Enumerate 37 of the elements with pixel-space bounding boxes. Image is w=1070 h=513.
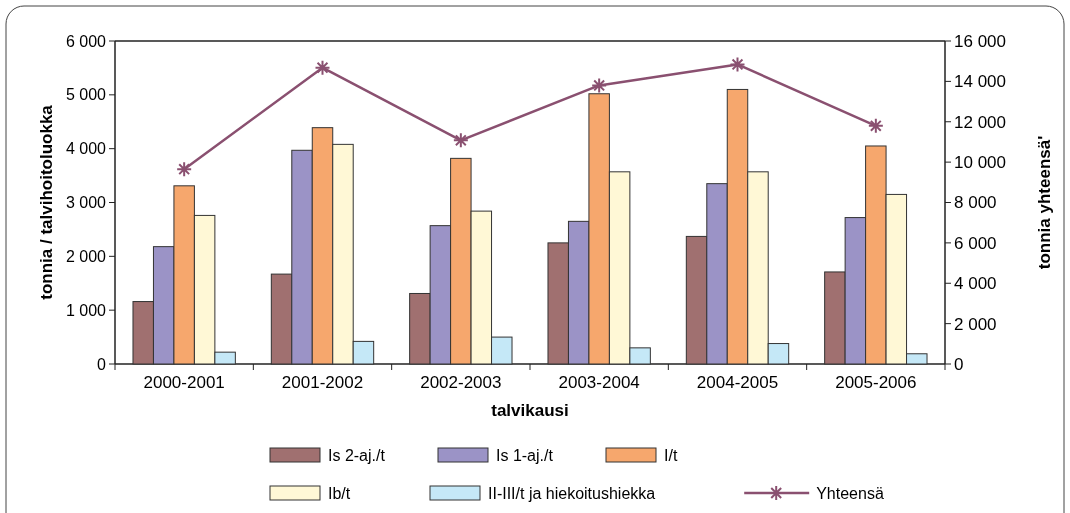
y-tick-label: 0 bbox=[97, 355, 107, 373]
x-tick-label: 2005-2006 bbox=[835, 373, 917, 392]
y2-tick-label: 8 000 bbox=[954, 193, 997, 213]
y2-tick-label: 2 000 bbox=[954, 314, 997, 334]
y2-tick-label: 4 000 bbox=[954, 274, 997, 294]
legend-label: I/t bbox=[664, 447, 678, 464]
point bbox=[176, 161, 193, 178]
y-tick-label: 5 000 bbox=[65, 86, 107, 104]
y-axis-title: tonnia / talvihoitoluokka bbox=[37, 104, 56, 300]
y2-tick-label: 0 bbox=[954, 354, 964, 374]
point bbox=[867, 117, 884, 134]
y-tick-label: 2 000 bbox=[65, 247, 107, 265]
y-tick-label: 4 000 bbox=[65, 140, 107, 158]
point bbox=[591, 77, 608, 94]
y2-axis-title: tonnia yhteensä' bbox=[1035, 135, 1054, 270]
y2-tick-label: 12 000 bbox=[954, 112, 1006, 132]
legend-label: II-III/t ja hiekoitushiekka bbox=[488, 485, 656, 502]
x-tick-label: 2002-2003 bbox=[420, 373, 502, 392]
legend-label: Ib/t bbox=[328, 485, 351, 502]
x-tick-label: 2000-2001 bbox=[143, 373, 225, 392]
y2-tick-label: 6 000 bbox=[954, 233, 997, 253]
y2-tick-label: 14 000 bbox=[954, 72, 1006, 92]
point bbox=[314, 59, 331, 76]
x-tick-label: 2004-2005 bbox=[696, 373, 779, 392]
legend-label: Yhteensä bbox=[816, 485, 884, 502]
y-tick-label: 6 000 bbox=[65, 32, 107, 50]
y-tick-label: 3 000 bbox=[65, 194, 107, 212]
point bbox=[452, 132, 469, 149]
x-tick-label: 2003-2004 bbox=[558, 373, 640, 392]
y2-tick-label: 16 000 bbox=[954, 31, 1006, 51]
point bbox=[729, 56, 746, 73]
y2-tick-label: 10 000 bbox=[954, 153, 1006, 173]
legend-label: Is 2-aj./t bbox=[328, 447, 386, 464]
x-tick-label: 2001-2002 bbox=[281, 373, 364, 392]
y-tick-label: 1 000 bbox=[65, 301, 107, 319]
legend-label: Is 1-aj./t bbox=[496, 447, 554, 464]
x-axis-title: talvikausi bbox=[491, 401, 569, 420]
